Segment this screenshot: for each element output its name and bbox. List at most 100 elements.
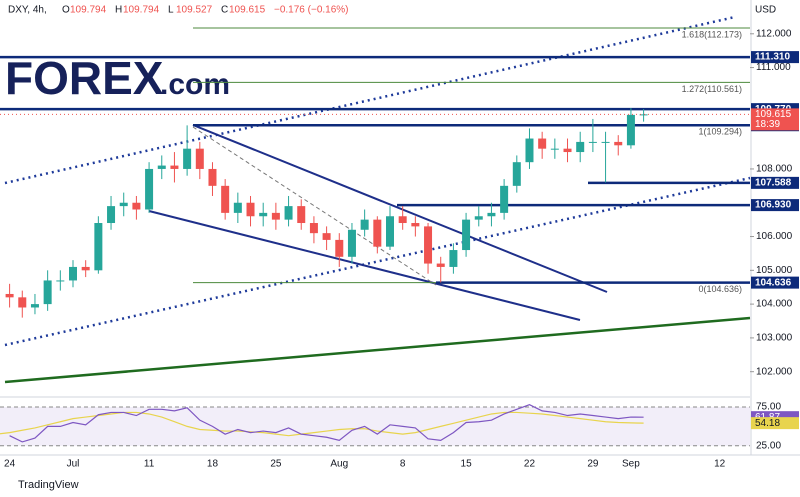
fib-label: 1.272(110.561) <box>682 84 742 94</box>
candle-body <box>284 206 293 220</box>
rsi-tick-label: 25.00 <box>756 440 781 451</box>
fib-label: 1.618(112.173) <box>682 29 742 39</box>
candle-body <box>94 223 103 271</box>
candle-body <box>563 148 572 153</box>
level-tag <box>751 276 799 289</box>
fib-label: 1(109.294) <box>698 127 742 137</box>
countdown: 18:39 <box>755 119 780 130</box>
candle-body <box>119 202 128 207</box>
y-tick-label: 104.000 <box>756 299 793 310</box>
candle-body <box>30 304 39 308</box>
rsi-tick-label: 75.00 <box>756 402 781 413</box>
legend-value: 109.527 <box>176 5 213 16</box>
candle-body <box>145 168 154 210</box>
y-tick-label: 105.000 <box>756 265 793 276</box>
candle-body <box>436 263 445 267</box>
candle-body <box>195 148 204 169</box>
legend-value: 109.794 <box>123 5 160 16</box>
x-tick-label: 18 <box>207 459 219 470</box>
level-tag-label: 104.636 <box>755 277 792 288</box>
footer: TradingView <box>18 479 79 491</box>
level-tag <box>751 51 799 64</box>
x-tick-label: 24 <box>4 459 16 470</box>
rsi-ma-tag-label: 54.18 <box>755 418 780 429</box>
legend-value: 109.794 <box>70 5 107 16</box>
y-tick-label: 111.000 <box>756 62 791 73</box>
legend-value: 109.615 <box>229 5 266 16</box>
level-tag <box>751 199 799 212</box>
candle-body <box>398 216 407 224</box>
candle-body <box>639 114 648 116</box>
candle-body <box>588 141 597 143</box>
legend-change: −0.176 (−0.16%) <box>274 5 349 16</box>
candle-body <box>335 239 344 257</box>
candle-body <box>259 212 268 217</box>
logo-suffix: .com <box>160 68 230 101</box>
candle-body <box>69 266 77 281</box>
candle-body <box>132 202 141 210</box>
candle-body <box>626 114 635 146</box>
candle-body <box>81 266 90 271</box>
candle-body <box>576 141 585 153</box>
candle-body <box>170 165 179 169</box>
level-tag <box>751 176 799 189</box>
candle-body <box>18 297 27 308</box>
candle-body <box>550 148 559 150</box>
candle-body <box>208 168 217 186</box>
y-tick-label: 108.000 <box>756 164 793 175</box>
x-tick-label: 11 <box>144 459 155 470</box>
legend-label: H <box>115 5 122 16</box>
x-tick-label: 15 <box>461 459 473 470</box>
level-tag-label: 106.930 <box>755 200 792 211</box>
candle-body <box>5 293 14 298</box>
y-tick-label: 112.000 <box>756 28 792 39</box>
candle-body <box>347 229 356 257</box>
level-tag-label: 111.310 <box>755 52 790 63</box>
candle-body <box>614 141 623 146</box>
x-tick-label: 8 <box>400 459 406 470</box>
candle-body <box>411 223 420 227</box>
candle-body <box>246 202 255 217</box>
rsi-line <box>9 404 644 443</box>
candle-body <box>360 219 369 230</box>
x-tick-label: Jul <box>67 459 80 470</box>
candle-body <box>309 223 318 234</box>
wedge-upper <box>192 124 608 293</box>
last-price-tag <box>751 108 799 131</box>
candle-body <box>500 185 509 213</box>
candle-body <box>183 148 192 169</box>
candle-body <box>487 212 496 217</box>
fib-diagonal <box>192 126 437 286</box>
candle-body <box>233 202 242 213</box>
long-trend-line <box>4 316 751 384</box>
candle-body <box>474 216 483 220</box>
candle-body <box>221 185 230 213</box>
candle-body <box>373 219 382 247</box>
x-tick-label: 22 <box>524 459 536 470</box>
candle-body <box>43 280 52 305</box>
legend-label: O <box>62 5 70 16</box>
legend-label: C <box>221 5 228 16</box>
candle-body <box>107 206 116 224</box>
candle-body <box>601 141 610 143</box>
candle-body <box>386 216 394 247</box>
symbol: DXY, 4h, <box>8 5 47 16</box>
candle-body <box>424 226 433 264</box>
legend-label: L <box>168 5 174 16</box>
level-tag-label: 107.588 <box>755 178 792 189</box>
x-tick-label: 29 <box>587 459 599 470</box>
wedge-lower <box>148 210 581 321</box>
rsi-ma-tag <box>751 417 799 430</box>
logo: FOREX <box>5 52 164 104</box>
candle-body <box>449 250 458 267</box>
last-price-label: 109.615 <box>755 109 792 120</box>
candle-body <box>297 206 306 224</box>
fib-label: 0(104.636) <box>698 284 742 294</box>
candle-body <box>271 212 280 220</box>
y-tick-label: 106.000 <box>756 231 793 242</box>
candle-body <box>462 219 471 251</box>
candle-body <box>538 138 547 149</box>
y-tick-label: 103.000 <box>756 333 793 344</box>
